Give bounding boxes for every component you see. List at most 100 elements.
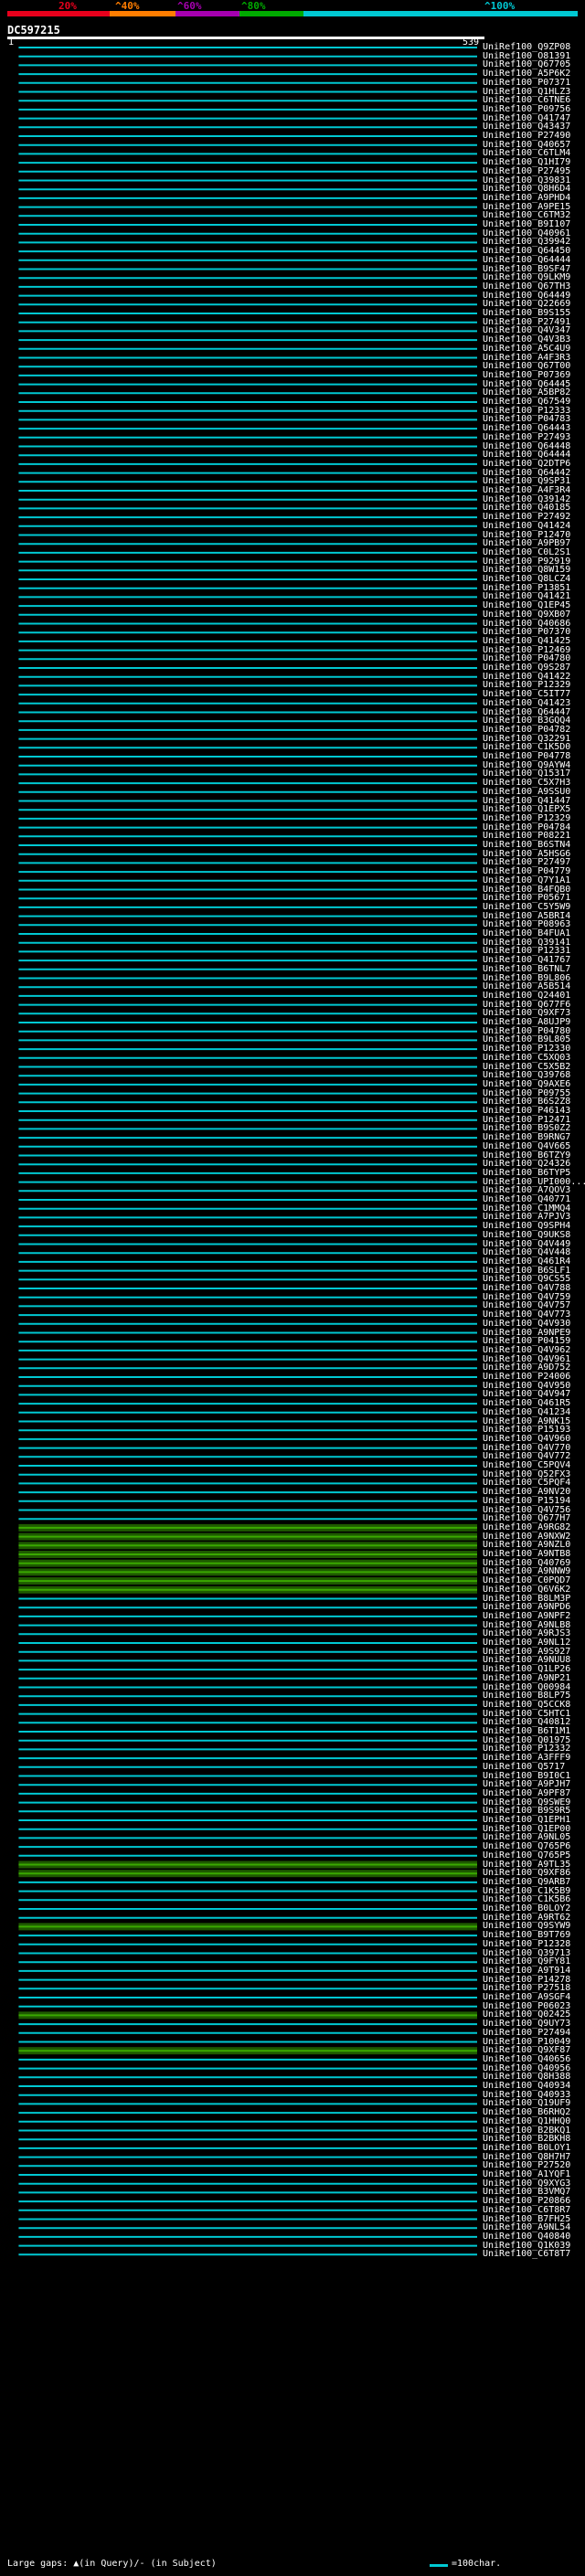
hit-label-190[interactable]: UniRef100_B6T1M1 [483, 1726, 571, 1736]
hit-label-27[interactable]: UniRef100_Q67TH3 [483, 281, 571, 292]
hit-label-246[interactable]: UniRef100_A9NL54 [483, 2222, 571, 2233]
hit-label-142[interactable]: UniRef100_Q4V757 [483, 1300, 571, 1311]
hit-label-38[interactable]: UniRef100_Q64445 [483, 378, 571, 389]
hit-label-94[interactable]: UniRef100_Q7Y1A1 [483, 875, 571, 885]
hit-label-121[interactable]: UniRef100_P12471 [483, 1114, 571, 1125]
hit-label-39[interactable]: UniRef100_A5BP82 [483, 387, 571, 398]
hit-label-236[interactable]: UniRef100_B2BKH8 [483, 2134, 571, 2145]
hit-label-249[interactable]: UniRef100_C6T8T7 [483, 2249, 571, 2260]
hit-label-11[interactable]: UniRef100_Q40657 [483, 139, 571, 150]
hit-label-83[interactable]: UniRef100_C5X7H3 [483, 778, 571, 789]
hit-label-232[interactable]: UniRef100_Q19UF9 [483, 2098, 571, 2109]
hit-label-211[interactable]: UniRef100_A9RT62 [483, 1912, 571, 1923]
hit-label-163[interactable]: UniRef100_A9NV20 [483, 1487, 571, 1498]
hit-label-147[interactable]: UniRef100_Q4V962 [483, 1344, 571, 1355]
hit-label-14[interactable]: UniRef100_P27495 [483, 165, 571, 176]
hit-label-9[interactable]: UniRef100_Q43437 [483, 122, 571, 133]
hit-label-247[interactable]: UniRef100_Q40840 [483, 2231, 571, 2242]
hit-label-62[interactable]: UniRef100_Q41421 [483, 591, 571, 602]
hit-label-99[interactable]: UniRef100_P08963 [483, 919, 571, 930]
hit-label-248[interactable]: UniRef100_Q1K039 [483, 2240, 571, 2251]
hit-label-34[interactable]: UniRef100_A5C4U9 [483, 343, 571, 354]
hit-label-195[interactable]: UniRef100_B9I0C1 [483, 1770, 571, 1781]
hit-label-164[interactable]: UniRef100_P15194 [483, 1495, 571, 1506]
hit-label-155[interactable]: UniRef100_A9NK15 [483, 1415, 571, 1426]
hit-label-179[interactable]: UniRef100_A9RJS3 [483, 1628, 571, 1639]
hit-label-29[interactable]: UniRef100_Q22669 [483, 299, 571, 310]
hit-label-126[interactable]: UniRef100_Q24326 [483, 1159, 571, 1170]
hit-label-210[interactable]: UniRef100_B0LOY2 [483, 1903, 571, 1913]
hit-label-191[interactable]: UniRef100_Q01975 [483, 1734, 571, 1745]
hit-label-78[interactable]: UniRef100_Q32291 [483, 733, 571, 744]
hit-label-36[interactable]: UniRef100_Q67T00 [483, 361, 571, 372]
hit-label-202[interactable]: UniRef100_A9NL05 [483, 1832, 571, 1843]
hit-label-233[interactable]: UniRef100_B6RHQ2 [483, 2107, 571, 2118]
hit-label-200[interactable]: UniRef100_Q1EPH1 [483, 1815, 571, 1825]
hit-label-169[interactable]: UniRef100_A9NZL0 [483, 1540, 571, 1551]
hit-label-108[interactable]: UniRef100_Q677F6 [483, 999, 571, 1010]
hit-label-75[interactable]: UniRef100_Q64447 [483, 706, 571, 717]
hit-label-132[interactable]: UniRef100_A7PJV3 [483, 1212, 571, 1223]
hit-label-194[interactable]: UniRef100_Q5717 [483, 1761, 566, 1772]
hit-label-59[interactable]: UniRef100_Q8W159 [483, 565, 571, 576]
hit-label-23[interactable]: UniRef100_Q64450 [483, 246, 571, 257]
hit-label-58[interactable]: UniRef100_P92919 [483, 556, 571, 567]
hit-label-46[interactable]: UniRef100_Q64444 [483, 450, 571, 461]
hit-label-199[interactable]: UniRef100_B9S9R5 [483, 1806, 571, 1817]
hit-label-143[interactable]: UniRef100_Q4V773 [483, 1309, 571, 1320]
hit-label-228[interactable]: UniRef100_Q40956 [483, 2062, 571, 2073]
hit-label-234[interactable]: UniRef100_Q1HHQ0 [483, 2115, 571, 2126]
hit-label-139[interactable]: UniRef100_Q9CS55 [483, 1274, 571, 1285]
hit-label-71[interactable]: UniRef100_Q41422 [483, 671, 571, 682]
hit-label-60[interactable]: UniRef100_Q8LCZ4 [483, 574, 571, 584]
hit-label-51[interactable]: UniRef100_Q39142 [483, 493, 571, 504]
hit-label-240[interactable]: UniRef100_A1YQF1 [483, 2169, 571, 2179]
hit-label-187[interactable]: UniRef100_Q5CCK8 [483, 1699, 571, 1710]
hit-label-44[interactable]: UniRef100_P27493 [483, 431, 571, 442]
hit-label-100[interactable]: UniRef100_B4FUA1 [483, 928, 571, 938]
hit-label-201[interactable]: UniRef100_Q1EP00 [483, 1823, 571, 1834]
hit-label-1[interactable]: UniRef100_O81391 [483, 50, 571, 61]
hit-label-64[interactable]: UniRef100_Q9XB07 [483, 609, 571, 620]
hit-label-171[interactable]: UniRef100_Q40769 [483, 1557, 571, 1568]
hit-label-214[interactable]: UniRef100_P12328 [483, 1938, 571, 1949]
hit-label-17[interactable]: UniRef100_A9PHD4 [483, 192, 571, 203]
hit-label-141[interactable]: UniRef100_Q4V759 [483, 1291, 571, 1302]
hit-label-167[interactable]: UniRef100_A9RG82 [483, 1521, 571, 1532]
hit-label-109[interactable]: UniRef100_Q9XF73 [483, 1008, 571, 1019]
hit-label-93[interactable]: UniRef100_P04779 [483, 866, 571, 877]
hit-label-115[interactable]: UniRef100_C5X5B2 [483, 1061, 571, 1072]
hit-label-225[interactable]: UniRef100_P10049 [483, 2036, 571, 2047]
hit-label-123[interactable]: UniRef100_B9RNG7 [483, 1132, 571, 1143]
hit-label-212[interactable]: UniRef100_Q9SYW9 [483, 1921, 571, 1932]
hit-label-239[interactable]: UniRef100_P27520 [483, 2160, 571, 2171]
hit-label-47[interactable]: UniRef100_Q2DTP6 [483, 458, 571, 469]
hit-label-81[interactable]: UniRef100_Q9AYW4 [483, 759, 571, 770]
hit-label-137[interactable]: UniRef100_Q461R4 [483, 1256, 571, 1267]
hit-label-61[interactable]: UniRef100_P13851 [483, 582, 571, 593]
hit-label-54[interactable]: UniRef100_Q41424 [483, 520, 571, 531]
hit-label-129[interactable]: UniRef100_A7QOV3 [483, 1185, 571, 1196]
hit-label-88[interactable]: UniRef100_P04784 [483, 822, 571, 832]
hit-label-7[interactable]: UniRef100_P09756 [483, 103, 571, 114]
hit-label-165[interactable]: UniRef100_Q4V756 [483, 1504, 571, 1515]
hit-label-138[interactable]: UniRef100_B6SLF1 [483, 1265, 571, 1276]
hit-label-219[interactable]: UniRef100_P27518 [483, 1983, 571, 1994]
hit-label-224[interactable]: UniRef100_P27494 [483, 2027, 571, 2038]
hit-label-84[interactable]: UniRef100_A9SSU0 [483, 786, 571, 797]
hit-label-2[interactable]: UniRef100_Q67705 [483, 59, 571, 70]
hit-label-97[interactable]: UniRef100_C5Y5W9 [483, 901, 571, 912]
hit-label-67[interactable]: UniRef100_Q41425 [483, 635, 571, 646]
hit-label-221[interactable]: UniRef100_P06023 [483, 2000, 571, 2011]
hit-label-177[interactable]: UniRef100_A9NPF2 [483, 1610, 571, 1621]
hit-label-69[interactable]: UniRef100_P04780 [483, 653, 571, 664]
hit-label-244[interactable]: UniRef100_C6T8R7 [483, 2204, 571, 2215]
hit-label-53[interactable]: UniRef100_P27492 [483, 512, 571, 523]
hit-label-95[interactable]: UniRef100_B4FQB0 [483, 884, 571, 895]
hit-label-173[interactable]: UniRef100_C0PQD7 [483, 1575, 571, 1586]
hit-label-133[interactable]: UniRef100_Q9SPH4 [483, 1221, 571, 1232]
hit-label-90[interactable]: UniRef100_B6STN4 [483, 840, 571, 850]
hit-label-111[interactable]: UniRef100_P04780 [483, 1025, 571, 1036]
hit-label-12[interactable]: UniRef100_C6TLM4 [483, 148, 571, 159]
hit-label-25[interactable]: UniRef100_B9SF47 [483, 263, 571, 274]
